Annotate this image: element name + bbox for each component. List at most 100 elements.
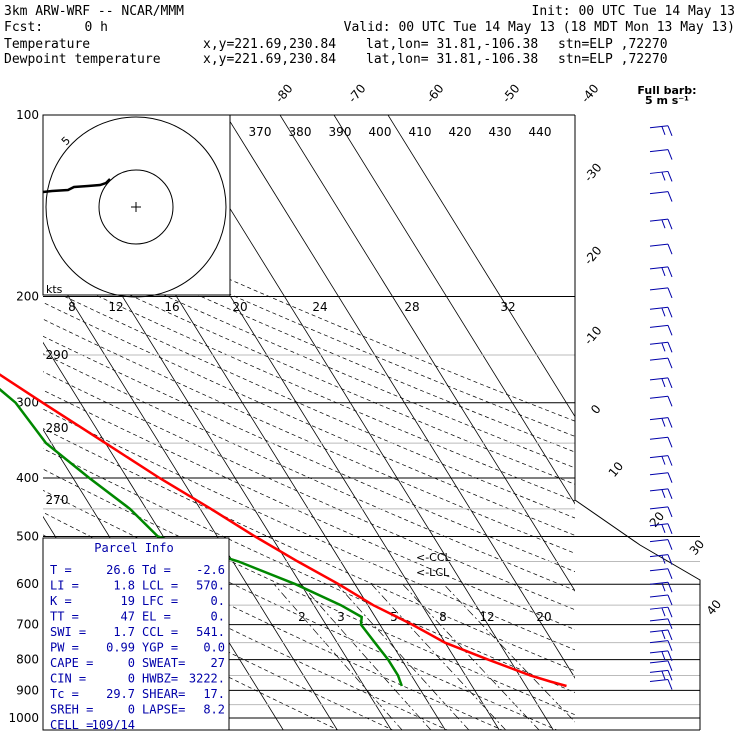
isotherm-label: 40	[704, 597, 725, 618]
wind-barb-flag	[667, 218, 673, 230]
wind-barb-flag	[667, 650, 673, 662]
parcel-row-10-col-1: 109/14	[92, 718, 135, 732]
wind-barb-flag	[667, 660, 673, 672]
wind-barb-staff	[649, 266, 669, 270]
parcel-row-8-col-0: Tc =	[50, 687, 79, 701]
wind-barb-staff	[649, 243, 669, 247]
isotherm-30	[225, 115, 575, 679]
wind-barb-flag	[661, 126, 666, 135]
parcel-row-4-col-0: SWI =	[50, 625, 86, 639]
isotherm-label: -70	[345, 81, 368, 105]
wind-barb-staff	[649, 472, 669, 476]
theta-label: 380	[289, 125, 312, 139]
wind-barb-flag	[667, 568, 673, 579]
dry-adiabat-340	[43, 389, 575, 630]
pressure-label-300: 300	[16, 396, 39, 410]
pressure-label-100: 100	[16, 108, 39, 122]
wind-barb-flag	[667, 640, 673, 651]
forecast-label: Fcst:	[4, 20, 43, 35]
parcel-row-1-col-2: LCL =	[142, 579, 178, 593]
wind-barb-flag	[667, 582, 673, 593]
parcel-row-7-col-2: HWBZ=	[142, 672, 178, 686]
init-time: Init: 00 UTC Tue 14 May 13	[532, 4, 736, 19]
parcel-row-3-col-1: 47	[121, 610, 135, 624]
isotherm-label: -50	[499, 81, 522, 105]
wind-barb-flag	[667, 396, 673, 407]
parcel-row-0-col-1: 26.6	[106, 563, 135, 577]
hodograph-unit: kts	[46, 283, 63, 296]
mixing-ratio-top-label: 20	[232, 300, 247, 314]
wind-barb-staff	[649, 669, 669, 673]
parcel-row-1-col-0: LI =	[50, 579, 79, 593]
mixing-ratio-top-label: 8	[68, 300, 76, 314]
wind-barb-flag	[667, 325, 673, 336]
hodograph-ring-outer	[45, 116, 227, 298]
wind-barb-flag	[667, 417, 673, 428]
isotherm-label: -10	[581, 323, 604, 347]
wind-barb-flag	[667, 594, 673, 606]
theta-label: 410	[409, 125, 432, 139]
wind-barb-flag	[667, 670, 673, 681]
wind-barb-staff	[649, 539, 669, 543]
pressure-label-200: 200	[16, 290, 39, 304]
wind-barb-staff	[649, 149, 669, 153]
wind-barb-flag	[667, 342, 673, 353]
parcel-row-1-col-3: 570.	[196, 579, 225, 593]
isotherm-label: -80	[272, 81, 295, 105]
pressure-label-400: 400	[16, 471, 39, 485]
theta-label: 370	[249, 125, 272, 139]
parcel-row-5-col-2: YGP =	[142, 641, 178, 655]
parcel-row-8-col-1: 29.7	[106, 687, 135, 701]
wind-barb-flag	[667, 679, 673, 690]
mixing-ratio-bottom-label: 12	[479, 610, 494, 624]
parcel-row-0-col-3: -2.6	[196, 563, 225, 577]
wind-barb-flag	[661, 267, 666, 277]
parcel-row-6-col-3: 27	[211, 656, 225, 670]
mixing-ratio-3	[300, 583, 432, 730]
dry-adiabat-450	[43, 209, 575, 437]
pressure-label-600: 600	[16, 577, 39, 591]
isotherm-label: -30	[581, 160, 604, 184]
full-barb-label: Full barb:	[637, 84, 696, 97]
wind-barb-flag	[661, 343, 666, 352]
dry-adiabat-370	[43, 335, 575, 573]
mixing-ratio-bottom-label: 5	[390, 610, 398, 624]
wind-barb-flag	[667, 125, 673, 136]
hodograph-trace	[42, 178, 111, 194]
wind-barb-flag	[661, 220, 666, 229]
wind-barb-staff	[649, 594, 669, 598]
wind-barb-staff	[649, 287, 669, 291]
wind-barb-staff	[649, 629, 669, 633]
wind-barb-staff	[649, 357, 669, 361]
parcel-row-5-col-0: PW =	[50, 641, 79, 655]
valid-time: Valid: 00 UTC Tue 14 May 13 (18 MDT Mon …	[344, 20, 735, 35]
wind-barb-staff	[649, 417, 669, 421]
wind-barb-staff	[649, 640, 669, 644]
wind-barb-staff	[649, 170, 669, 174]
parcel-row-7-col-3: 3222.	[189, 672, 225, 686]
wind-barb-staff	[649, 523, 669, 527]
legend-name-1: Dewpoint temperature	[4, 52, 161, 67]
theta-label: 420	[449, 125, 472, 139]
parcel-row-9-col-1: 0	[128, 703, 135, 717]
isotherm--80	[0, 102, 14, 731]
parcel-row-3-col-3: 0.	[211, 610, 225, 624]
mixing-ratio-12	[402, 583, 540, 730]
mixing-ratio-top-label: 28	[404, 300, 419, 314]
parcel-row-3-col-0: TT =	[50, 610, 79, 624]
isotherm-label: -20	[581, 243, 604, 267]
parcel-row-9-col-0: SREH =	[50, 703, 93, 717]
wind-barb-staff	[649, 506, 669, 510]
ccl-marker: <-CCL	[416, 551, 452, 564]
pressure-label-900: 900	[16, 683, 39, 697]
theta-label: 430	[489, 125, 512, 139]
parcel-row-5-col-1: 0.99	[106, 641, 135, 655]
wind-barb-flag	[667, 266, 673, 278]
wind-barb-flag	[661, 583, 666, 592]
wind-barb-flag	[667, 539, 673, 550]
hodograph: 5 kts	[42, 114, 231, 298]
theta-side-label: 270	[46, 493, 69, 507]
parcel-row-0-col-0: T =	[50, 563, 72, 577]
legend-station-1: stn=ELP ,72270	[558, 52, 668, 67]
theta-label: 440	[529, 125, 552, 139]
